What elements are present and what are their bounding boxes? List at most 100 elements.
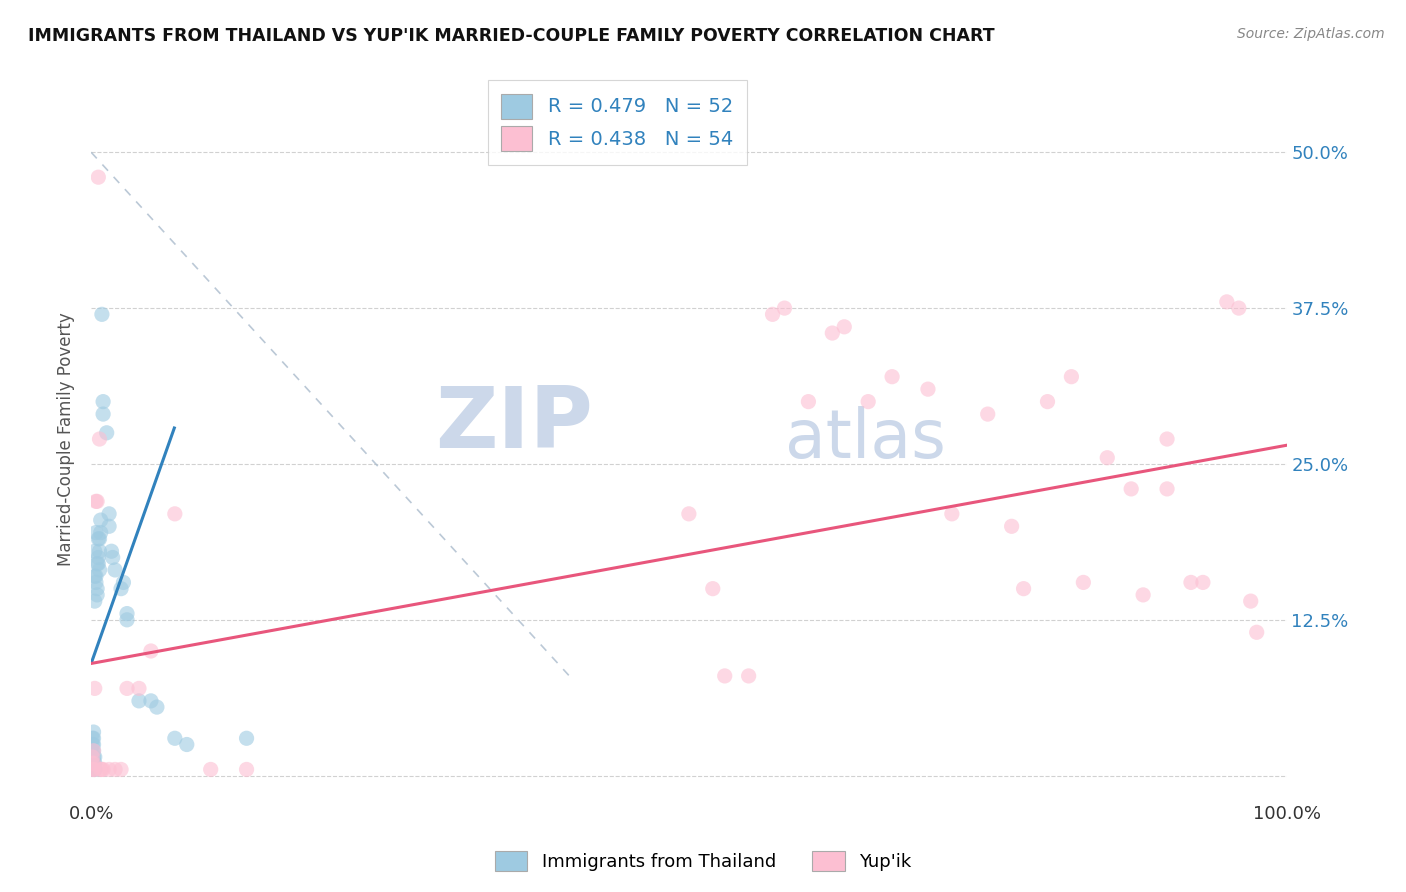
Point [1246,625,1268,640]
Point [83,725,105,739]
Point [163,731,186,746]
Point [115,681,138,696]
Point [90,307,112,321]
Point [1156,482,1178,496]
Point [139,694,162,708]
Point [1216,294,1239,309]
Legend: R = 0.479   N = 52, R = 0.438   N = 54: R = 0.479 N = 52, R = 0.438 N = 54 [488,80,747,165]
Point [83,763,105,777]
Point [82,738,104,752]
Point [773,301,796,315]
Point [110,582,132,596]
Point [83,763,105,777]
Point [82,756,104,771]
Point [89,432,111,446]
Y-axis label: Married-Couple Family Poverty: Married-Couple Family Poverty [58,312,75,566]
Point [856,394,879,409]
Point [83,738,105,752]
Point [176,738,198,752]
Point [702,582,724,596]
Point [86,588,108,602]
Point [82,750,104,764]
Point [83,763,105,777]
Point [146,700,169,714]
Point [1180,575,1202,590]
Point [83,744,105,758]
Point [96,425,118,440]
Point [1012,582,1035,596]
Point [90,763,112,777]
Point [83,750,105,764]
Point [880,369,903,384]
Point [98,763,121,777]
Point [104,563,127,577]
Point [82,750,104,764]
Point [112,575,135,590]
Point [917,382,939,396]
Point [82,744,104,758]
Point [1073,575,1095,590]
Text: ZIP: ZIP [436,383,593,466]
Text: IMMIGRANTS FROM THAILAND VS YUP'IK MARRIED-COUPLE FAMILY POVERTY CORRELATION CHA: IMMIGRANTS FROM THAILAND VS YUP'IK MARRI… [28,27,995,45]
Point [84,525,107,540]
Point [83,750,105,764]
Point [100,544,122,558]
Point [761,307,783,321]
Text: atlas: atlas [785,406,945,472]
Point [1156,432,1178,446]
Point [1132,588,1154,602]
Point [98,519,121,533]
Point [797,394,820,409]
Point [235,731,257,746]
Point [832,319,855,334]
Point [87,557,110,571]
Point [82,756,104,771]
Point [89,532,111,546]
Point [115,613,138,627]
Point [82,763,104,777]
Point [713,669,735,683]
Point [821,326,844,340]
Point [235,763,257,777]
Point [82,763,104,777]
Point [163,507,186,521]
Point [83,569,105,583]
Point [104,763,127,777]
Legend: Immigrants from Thailand, Yup'ik: Immigrants from Thailand, Yup'ik [488,844,918,879]
Point [139,644,162,658]
Point [83,594,105,608]
Point [1192,575,1215,590]
Point [89,563,111,577]
Point [84,575,107,590]
Point [110,763,132,777]
Point [941,507,963,521]
Point [89,544,111,558]
Point [83,756,105,771]
Point [91,394,114,409]
Point [83,544,105,558]
Point [1060,369,1083,384]
Point [91,763,114,777]
Point [115,607,138,621]
Point [90,525,112,540]
Point [90,763,112,777]
Point [1036,394,1059,409]
Point [82,731,104,746]
Point [1001,519,1024,533]
Point [91,407,114,421]
Text: Source: ZipAtlas.com: Source: ZipAtlas.com [1237,27,1385,41]
Point [83,731,105,746]
Point [83,744,105,758]
Point [977,407,1000,421]
Point [84,569,107,583]
Point [86,557,108,571]
Point [1097,450,1119,465]
Point [128,681,150,696]
Point [90,513,112,527]
Point [87,532,110,546]
Point [1121,482,1143,496]
Point [98,507,121,521]
Point [87,170,110,185]
Point [1227,301,1250,315]
Point [83,756,105,771]
